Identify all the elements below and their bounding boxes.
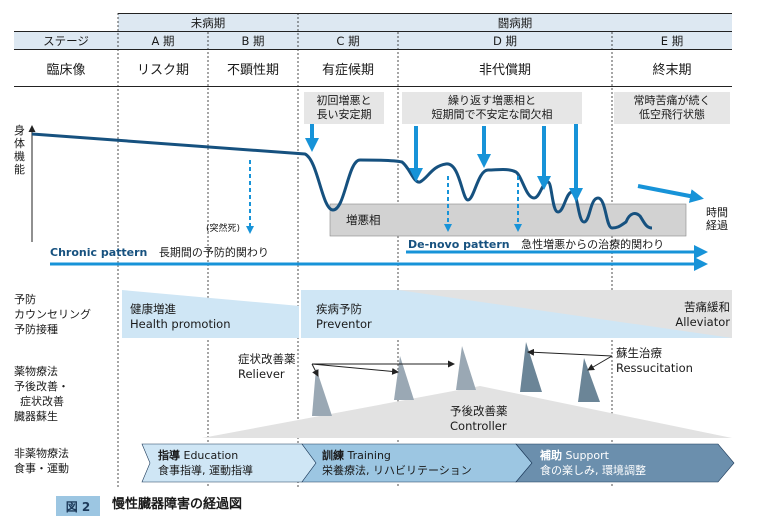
note-d: 繰り返す増悪相と 短期間で不安定な間欠相 — [402, 92, 582, 124]
function-curve — [31, 132, 653, 230]
reliever-spikes — [312, 346, 476, 416]
table-line-1 — [14, 31, 732, 32]
figure-title: 慢性臓器障害の経過図 — [112, 497, 243, 512]
stage-e-period: E 期 — [612, 32, 732, 50]
group-illness: 闘病期 — [298, 14, 732, 32]
stage-b-period: B 期 — [208, 32, 298, 50]
resuscitation-spikes — [520, 342, 600, 402]
prevention-row-label: 予防 カウンセリング 予防接種 — [14, 293, 91, 336]
sudden-death-arrows — [246, 160, 522, 234]
exacerbation-arrows — [305, 110, 583, 202]
preventor-shape — [300, 290, 398, 338]
spike-5 — [578, 358, 600, 402]
controller-shape — [202, 386, 732, 438]
resuscitation-label: 蘇生治療 Ressucitation — [616, 346, 693, 375]
stage-a-name: リスク期 — [136, 62, 189, 78]
chronic-pattern-label: Chronic pattern 長期間の予防的関わり — [50, 246, 269, 259]
health-promotion-shape — [122, 290, 300, 338]
x-axis-label: 時間 経過 — [706, 206, 728, 232]
exacerbation-label: 増悪相 — [346, 213, 381, 227]
note-c: 初回増悪と 長い安定期 — [304, 92, 384, 124]
note-e: 常時苦痛が続く 低空飛行状態 — [614, 92, 730, 124]
spike-1 — [312, 368, 332, 416]
resuscitation-arrow-2 — [587, 355, 613, 371]
table-bottom-line — [14, 86, 732, 87]
health-promotion-label: 健康増進 Health promotion — [130, 302, 231, 331]
support-label: 補助 Support 食の楽しみ, 環境調整 — [540, 449, 646, 477]
resuscitation-arrow-1 — [527, 348, 613, 357]
exacerbation-band — [329, 203, 687, 237]
controller-label: 予後改善薬 Controller — [450, 404, 508, 433]
stage-d-name: 非代償期 — [478, 62, 531, 78]
stage-d-period: D 期 — [398, 32, 612, 50]
clinical-label: 臨床像 — [46, 62, 86, 78]
education-label: 指導 Education 食事指導, 運動指導 — [158, 449, 253, 477]
group-presymptomatic: 未病期 — [118, 14, 298, 32]
spike-3 — [456, 346, 476, 390]
time-arrow — [637, 184, 704, 203]
stage-c-period: C 期 — [298, 32, 398, 50]
support-shape — [515, 443, 735, 483]
stage-c-name: 有症候期 — [321, 62, 374, 78]
stage-dividers — [117, 13, 613, 487]
figure-number: 図 2 — [56, 496, 100, 516]
stage-a-period: A 期 — [118, 32, 208, 50]
table-line-2 — [14, 49, 732, 50]
reliever-arrow-2 — [311, 363, 399, 375]
training-label: 訓練 Training 栄養療法, リハビリテーション — [322, 449, 472, 477]
denovo-pattern-label: De-novo pattern 急性増悪からの治療的関わり — [408, 238, 665, 251]
sudden-death-label: (突然死) — [206, 224, 241, 234]
reliever-label: 症状改善薬 Reliever — [238, 352, 296, 381]
nondrug-row-label: 非薬物療法 食事・運動 — [14, 447, 69, 475]
spike-2 — [394, 356, 414, 400]
table-top-line — [118, 13, 732, 14]
drug-row-label: 薬物療法 予後改善・ 症状改善 臓器蘇生 — [14, 365, 69, 423]
stage-b-name: 不顕性期 — [226, 62, 279, 78]
spike-4 — [520, 342, 542, 392]
alleviator-label: 苦痛緩和 Alleviator — [675, 300, 730, 329]
preventor-label: 疾病予防 Preventor — [316, 302, 372, 331]
stage-header-label: ステージ — [14, 32, 118, 50]
stage-e-name: 終末期 — [652, 62, 692, 78]
y-axis-label: 身体機能 — [14, 124, 25, 176]
reliever-arrow-1 — [311, 363, 319, 377]
alleviator-shape — [398, 290, 732, 338]
